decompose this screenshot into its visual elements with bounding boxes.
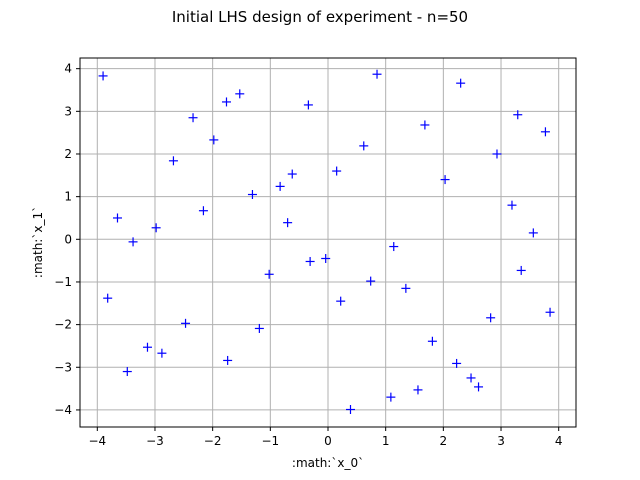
data-point (247, 190, 257, 200)
data-point (456, 78, 466, 88)
data-point (366, 276, 376, 286)
y-tick-label: 2 (64, 147, 72, 161)
data-point (413, 385, 423, 395)
data-point (321, 253, 331, 263)
data-point (452, 358, 462, 368)
data-point (466, 373, 476, 383)
data-point (142, 342, 152, 352)
data-point (440, 175, 450, 185)
data-point (98, 71, 108, 81)
data-point (305, 256, 315, 266)
x-tick-label: 3 (497, 434, 505, 448)
data-point (336, 296, 346, 306)
data-point (507, 200, 517, 210)
data-point (486, 313, 496, 323)
data-point (198, 206, 208, 216)
data-point (151, 223, 161, 233)
x-tick-label: −3 (146, 434, 164, 448)
data-point (235, 89, 245, 99)
x-axis-label: :math:`x_0` (292, 456, 364, 470)
data-point (188, 113, 198, 123)
x-tick-label: −1 (261, 434, 279, 448)
data-point (112, 213, 122, 223)
data-point (528, 228, 538, 238)
x-tick-label: −4 (88, 434, 106, 448)
data-point (283, 218, 293, 228)
data-point (359, 141, 369, 151)
chart-title: Initial LHS design of experiment - n=50 (172, 8, 468, 26)
x-tick-label: 2 (440, 434, 448, 448)
data-point (513, 110, 523, 120)
data-point (516, 265, 526, 275)
data-point (128, 237, 138, 247)
y-tick-label: −3 (54, 360, 72, 374)
y-tick-label: 1 (64, 190, 72, 204)
data-point (181, 318, 191, 328)
data-point (254, 323, 264, 333)
y-tick-label: −2 (54, 318, 72, 332)
y-tick-label: 3 (64, 104, 72, 118)
data-point (401, 283, 411, 293)
data-point (221, 97, 231, 107)
y-tick-label: 4 (64, 62, 72, 76)
data-point (386, 392, 396, 402)
data-point (332, 166, 342, 176)
tick-layer: −4 −3 −2 −1 0 1 2 3 4 −4 −3 −2 −1 0 1 2 3 4 (54, 62, 562, 448)
data-point (264, 269, 274, 279)
data-points (98, 69, 555, 415)
data-point (168, 156, 178, 166)
y-tick-label: −1 (54, 275, 72, 289)
data-point (492, 149, 502, 159)
data-point (209, 135, 219, 145)
data-point (427, 336, 437, 346)
data-point (223, 355, 233, 365)
grid-layer (80, 58, 576, 427)
data-point (420, 120, 430, 130)
y-tick-label: 0 (64, 232, 72, 246)
y-axis-label: :math:`x_1` (31, 206, 45, 278)
data-point (540, 127, 550, 137)
data-point (122, 367, 132, 377)
data-point (474, 382, 484, 392)
y-tick-label: −4 (54, 403, 72, 417)
data-point (103, 293, 113, 303)
data-point (372, 69, 382, 79)
data-point (345, 405, 355, 415)
x-tick-label: −2 (204, 434, 222, 448)
x-tick-label: 4 (555, 434, 563, 448)
data-point (275, 181, 285, 191)
x-tick-label: 1 (382, 434, 390, 448)
data-point (545, 307, 555, 317)
data-point (389, 242, 399, 252)
data-point (303, 100, 313, 110)
data-point (157, 348, 167, 358)
x-tick-label: 0 (324, 434, 332, 448)
data-point (287, 169, 297, 179)
